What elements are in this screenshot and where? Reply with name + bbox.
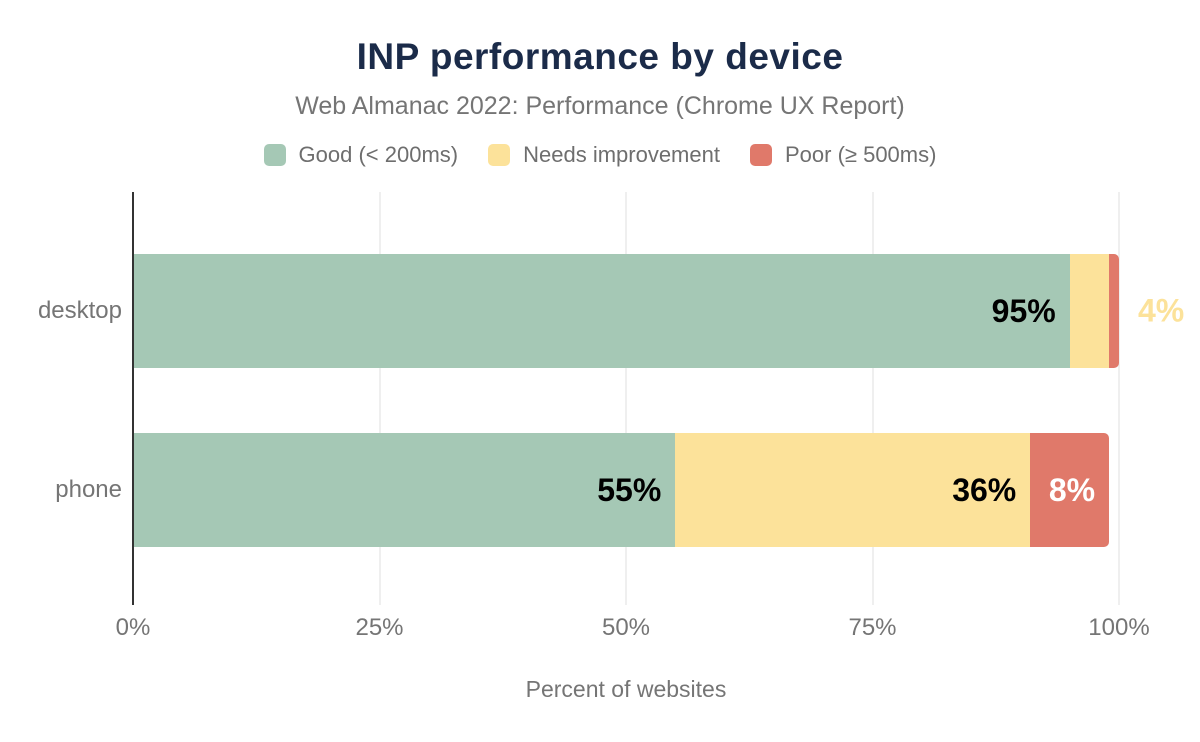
bar-segment-phone-poor-500ms: 8% [1030,433,1110,547]
gridline-25 [378,192,381,605]
plot-area: desktop 95% 4% phone 55% 36% 8% [38,192,1184,605]
bar-value-label-desktop-needs-improvement: 4% [1138,292,1185,329]
bar-value-label-phone-poor-500ms: 8% [1048,471,1096,508]
bar-row-desktop: desktop 95% 4% [38,254,1184,368]
gridline-100 [1118,192,1120,605]
y-axis-line [132,192,134,605]
legend-label: Needs improvement [523,142,720,167]
gridline-50 [625,192,627,605]
gridline-75 [871,192,874,605]
bar-segment-desktop-needs-improvement [1069,254,1110,368]
bar-value-label-phone-needs-improvement: 36% [952,471,1017,508]
bar-value-label-phone-good-200ms: 55% [597,471,662,508]
bar-row-phone: phone 55% 36% 8% [55,433,1119,547]
legend-swatch-good-200ms-icon [263,144,286,166]
x-tick-label-0: 0% [115,614,151,641]
legend-label: Good (< 200ms) [298,142,459,167]
category-label-phone: phone [55,476,122,503]
legend-swatch-poor-500ms-icon [749,144,772,166]
chart-title: INP performance by device [356,36,844,77]
x-tick-label-100: 100% [1088,614,1150,641]
legend-swatch-needs-improvement-icon [488,144,511,166]
x-tick-label-50: 50% [601,614,651,641]
bar-value-label-desktop-good-200ms: 95% [991,292,1056,329]
x-tick-label-25: 25% [355,614,404,641]
legend-label: Poor (≥ 500ms) [784,142,937,167]
bar-segment-phone-needs-improvement: 36% [675,433,1031,547]
x-axis-title: Percent of websites [525,676,727,702]
chart-subtitle: Web Almanac 2022: Performance (Chrome UX… [295,92,905,120]
bar-segment-desktop-poor-500ms [1109,254,1119,368]
x-axis-tick-labels: 0% 25% 50% 75% 100% [0,614,1200,644]
x-tick-label-75: 75% [848,614,897,641]
legend-item-poor-500ms: Poor (≥ 500ms) [749,142,937,168]
category-label-desktop: desktop [37,297,122,324]
bar-segment-phone-good-200ms: 55% [133,433,676,547]
legend-item-good-200ms: Good (< 200ms) [263,142,459,168]
legend-item-needs-improvement: Needs improvement [488,142,720,168]
legend: Good (< 200ms) Needs improvement Poor (≥ 5… [0,142,1200,168]
bar-segment-desktop-good-200ms: 95% [133,254,1070,368]
